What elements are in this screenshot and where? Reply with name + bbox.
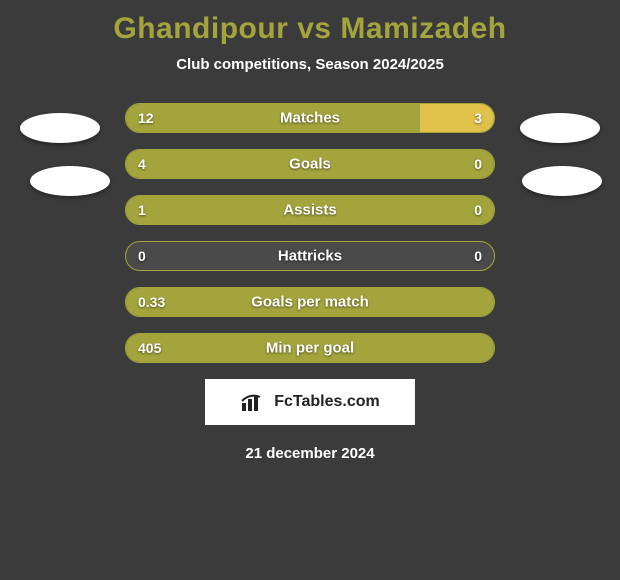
- stat-row: 1 0 Assists: [125, 195, 495, 225]
- player1-badge-top: [20, 113, 100, 143]
- subtitle: Club competitions, Season 2024/2025: [0, 56, 620, 73]
- page-title: Ghandipour vs Mamizadeh: [0, 0, 620, 46]
- stat-left-value: 0: [138, 248, 146, 264]
- stat-label: Assists: [283, 202, 336, 219]
- stat-row: 405 Min per goal: [125, 333, 495, 363]
- stat-left-fill: [126, 104, 420, 132]
- stat-left-value: 405: [138, 340, 161, 356]
- stat-label: Matches: [280, 110, 340, 127]
- brand-chart-icon: [240, 391, 268, 413]
- comparison-infographic: Ghandipour vs Mamizadeh Club competition…: [0, 0, 620, 580]
- stat-label: Goals: [289, 156, 331, 173]
- stat-left-value: 1: [138, 202, 146, 218]
- stat-right-value: 0: [474, 202, 482, 218]
- stat-label: Min per goal: [266, 340, 354, 357]
- brand-box: FcTables.com: [205, 379, 415, 425]
- player1-name: Ghandipour: [113, 12, 288, 45]
- player2-badge-bottom: [522, 166, 602, 196]
- player1-badge-bottom: [30, 166, 110, 196]
- stat-right-value: 3: [474, 110, 482, 126]
- stat-bars-container: 12 3 Matches 4 0 Goals 1 0 Assists 0 0 Hattricks 0.3…: [125, 103, 495, 363]
- stat-label: Goals per match: [251, 294, 369, 311]
- stat-left-value: 0.33: [138, 294, 165, 310]
- chart-area: 12 3 Matches 4 0 Goals 1 0 Assists 0 0 Hattricks 0.3…: [0, 103, 620, 363]
- player2-badge-top: [520, 113, 600, 143]
- stat-right-fill: [420, 104, 494, 132]
- stat-right-value: 0: [474, 248, 482, 264]
- stat-left-value: 4: [138, 156, 146, 172]
- brand-text: FcTables.com: [274, 393, 380, 411]
- stat-row: 4 0 Goals: [125, 149, 495, 179]
- stat-row: 12 3 Matches: [125, 103, 495, 133]
- stat-label: Hattricks: [278, 248, 342, 265]
- stat-right-value: 0: [474, 156, 482, 172]
- date-text: 21 december 2024: [0, 445, 620, 462]
- vs-text: vs: [297, 12, 331, 45]
- player2-name: Mamizadeh: [340, 12, 506, 45]
- stat-row: 0 0 Hattricks: [125, 241, 495, 271]
- stat-row: 0.33 Goals per match: [125, 287, 495, 317]
- stat-left-value: 12: [138, 110, 154, 126]
